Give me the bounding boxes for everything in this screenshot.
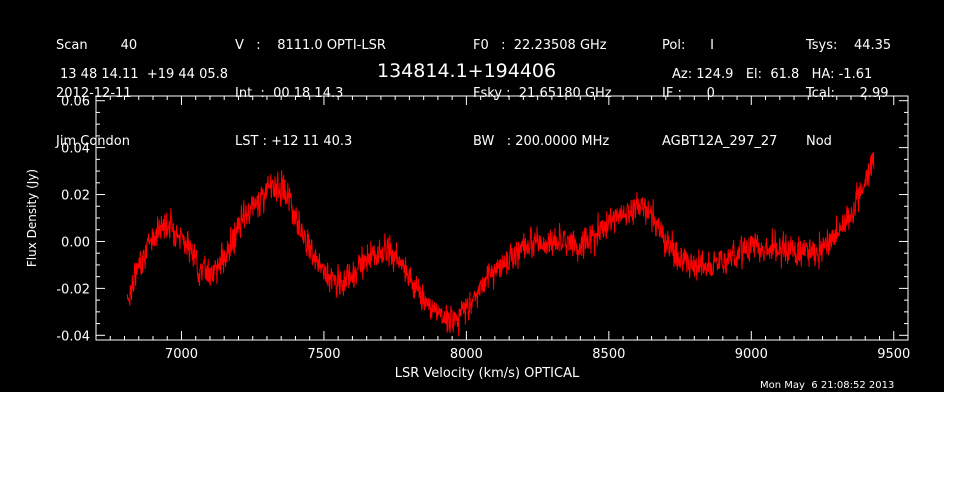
plot-frame bbox=[95, 95, 909, 341]
y-axis: -0.04 -0.02 0.00 0.02 0.04 0.06 bbox=[56, 95, 908, 344]
axes-frame bbox=[95, 95, 909, 341]
project-line: AGBT12A_297_27 bbox=[662, 134, 778, 149]
y-tick-label: -0.02 bbox=[56, 282, 90, 297]
spectrum-chart: 7000 7500 8000 8500 9000 9500 -0.04 -0.02 0.00 0… bbox=[25, 95, 910, 381]
scan-line: Scan 40 bbox=[56, 38, 138, 53]
pointing-info: Az: 124.9 El: 61.8 HA: -1.61 bbox=[672, 67, 873, 82]
date-line: 2012-12-11 bbox=[56, 86, 132, 101]
velocity-line: V : 8111.0 OPTI-LSR bbox=[235, 38, 386, 53]
header-right-b: Tsys: 44.35 Tcal: 2.99 Nod bbox=[806, 6, 891, 182]
y-tick-label: 0.06 bbox=[61, 95, 90, 110]
x-tick-label: 9500 bbox=[877, 347, 910, 362]
plot-timestamp: Mon May 6 21:08:52 2013 bbox=[760, 380, 895, 391]
y-tick-label: 0.04 bbox=[61, 142, 90, 157]
lst-line: LST : +12 11 40.3 bbox=[235, 134, 353, 149]
x-axis-label: LSR Velocity (km/s) OPTICAL bbox=[395, 366, 580, 381]
y-axis-label: Flux Density (Jy) bbox=[25, 169, 39, 267]
x-tick-label: 9000 bbox=[735, 347, 768, 362]
y-tick-label: -0.04 bbox=[56, 329, 90, 344]
x-tick-label: 8000 bbox=[450, 347, 483, 362]
x-tick-label: 8500 bbox=[592, 347, 625, 362]
source-name: 134814.1+194406 bbox=[377, 60, 557, 82]
header-right-a: Pol: I IF : 0 AGBT12A_297_27 bbox=[662, 6, 777, 182]
integration-line: Int : 00 18 14.3 bbox=[235, 86, 344, 101]
spectrum-trace bbox=[126, 152, 875, 337]
procedure-line: Nod bbox=[806, 134, 832, 149]
source-coordinates: 13 48 14.11 +19 44 05.8 bbox=[60, 67, 229, 82]
y-tick-label: 0.00 bbox=[61, 235, 90, 250]
y-tick-label: 0.02 bbox=[61, 189, 90, 204]
rest-frequency-line: F0 : 22.23508 GHz bbox=[473, 38, 607, 53]
header-center-left: V : 8111.0 OPTI-LSR Int : 00 18 14.3 LST… bbox=[235, 6, 386, 182]
x-tick-label: 7000 bbox=[165, 347, 198, 362]
x-tick-label: 7500 bbox=[307, 347, 340, 362]
polarization-line: Pol: I bbox=[662, 38, 714, 53]
tsys-line: Tsys: 44.35 bbox=[806, 38, 892, 53]
observer-line: Jim Condon bbox=[56, 134, 130, 149]
x-axis: 7000 7500 8000 8500 9000 9500 bbox=[109, 96, 910, 362]
header-left: Scan 40 2012-12-11 Jim Condon bbox=[56, 6, 137, 182]
tcal-line: Tcal: 2.99 bbox=[806, 86, 889, 101]
if-line: IF : 0 bbox=[662, 86, 715, 101]
header-center-right: F0 : 22.23508 GHz Fsky : 21.65180 GHz BW… bbox=[473, 6, 612, 182]
bandwidth-line: BW : 200.0000 MHz bbox=[473, 134, 610, 149]
plot-background: Scan 40 2012-12-11 Jim Condon V : 8111.0… bbox=[0, 0, 944, 392]
